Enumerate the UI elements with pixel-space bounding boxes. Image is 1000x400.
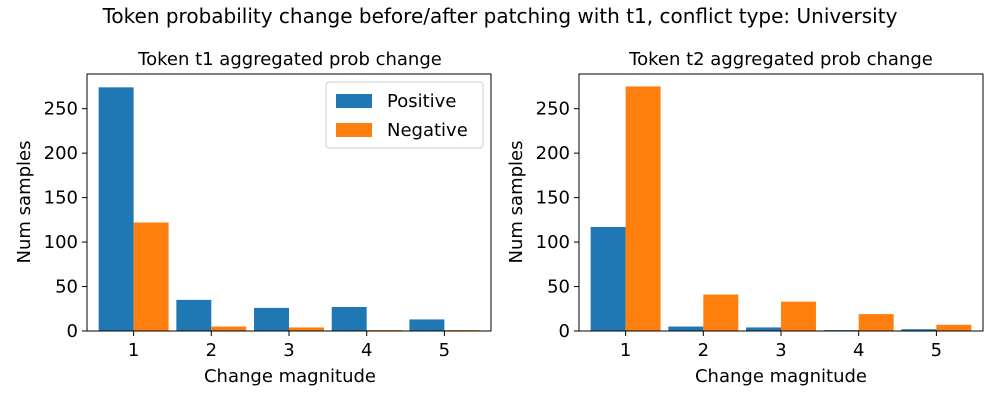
bars	[98, 87, 480, 331]
bar-negative-1	[625, 86, 661, 331]
bar-negative-4	[858, 314, 894, 331]
chart-title: Token t1 aggregated prob change	[137, 49, 442, 70]
legend-entry: Positive	[387, 91, 456, 112]
y-tick-label: 250	[44, 99, 78, 120]
figure-suptitle: Token probability change before/after pa…	[102, 4, 898, 28]
bar-positive-1	[98, 87, 134, 331]
bar-positive-2	[176, 299, 212, 331]
bar-negative-3	[781, 301, 816, 331]
y-tick-label: 250	[536, 99, 570, 120]
y-tick-label: 100	[44, 232, 78, 253]
y-tick-label: 100	[536, 232, 570, 253]
bars	[590, 86, 972, 331]
x-tick-label: 2	[698, 340, 709, 361]
x-tick-label: 4	[361, 340, 372, 361]
bar-negative-3	[289, 327, 324, 331]
y-tick-label: 150	[536, 188, 570, 209]
x-tick-label: 2	[206, 340, 217, 361]
bar-negative-2	[211, 326, 247, 331]
x-axis-label: Change magnitude	[695, 366, 867, 387]
x-tick-label: 1	[620, 340, 631, 361]
y-tick-label: 50	[55, 277, 78, 298]
legend-entry: Negative	[387, 120, 468, 141]
bar-positive-3	[254, 307, 289, 331]
bar-positive-2	[668, 326, 704, 331]
x-tick-label: 1	[128, 340, 139, 361]
bar-negative-1	[133, 222, 169, 331]
y-axis-label: Num samples	[14, 141, 35, 264]
y-tick-label: 0	[67, 321, 78, 342]
y-axis-label: Num samples	[506, 141, 527, 264]
bar-negative-2	[703, 294, 739, 331]
x-tick-label: 3	[283, 340, 294, 361]
chart-t1: Token t1 aggregated prob change Change m…	[14, 49, 492, 387]
bar-positive-5	[409, 319, 445, 331]
y-tick-label: 0	[559, 321, 570, 342]
bar-positive-3	[746, 327, 781, 331]
legend-swatch	[336, 123, 372, 137]
bar-negative-5	[936, 324, 972, 331]
y-tick-label: 200	[536, 143, 570, 164]
x-tick-label: 3	[775, 340, 786, 361]
y-tick-label: 50	[547, 277, 570, 298]
chart-title: Token t2 aggregated prob change	[628, 49, 933, 70]
x-axis-label: Change magnitude	[204, 366, 376, 387]
plot-frame	[86, 73, 492, 332]
plot-frame	[578, 73, 984, 332]
bar-positive-5	[901, 329, 937, 331]
y-tick-label: 150	[44, 188, 78, 209]
x-tick-label: 4	[853, 340, 864, 361]
legend-swatch	[336, 94, 372, 108]
chart-t2: Token t2 aggregated prob change Change m…	[506, 49, 984, 387]
bar-positive-4	[331, 306, 367, 331]
x-tick-label: 5	[439, 340, 450, 361]
y-tick-label: 200	[44, 143, 78, 164]
legend: Positive Negative	[325, 81, 484, 149]
bar-positive-1	[590, 226, 626, 331]
x-tick-label: 5	[931, 340, 942, 361]
